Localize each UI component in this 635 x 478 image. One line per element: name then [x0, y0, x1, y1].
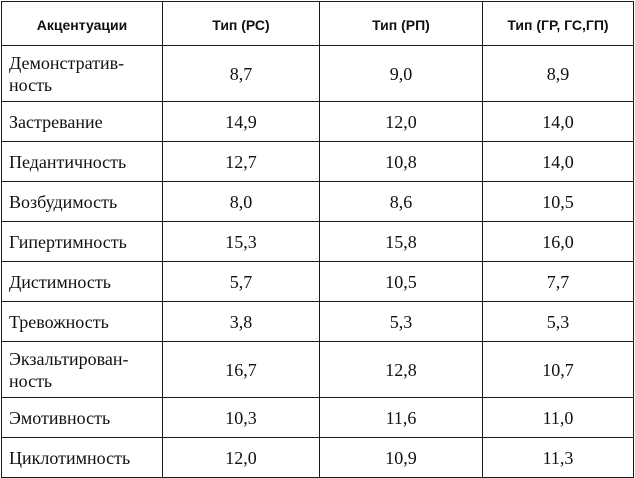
value-rp: 5,3 — [319, 301, 483, 342]
value-rs: 14,9 — [162, 101, 320, 142]
accentuation-name: Педантичность — [1, 141, 163, 182]
value-rs: 8,7 — [162, 45, 320, 102]
header-type-rp: Тип (РП) — [319, 1, 483, 46]
value-gr-gs-gp: 11,3 — [482, 437, 634, 478]
value-gr-gs-gp: 11,0 — [482, 397, 634, 438]
table-row: Экзальтирован-ность 16,7 12,8 10,7 — [1, 341, 634, 398]
table-row: Циклотимность 12,0 10,9 11,3 — [1, 437, 634, 478]
table-row: Гипертимность 15,3 15,8 16,0 — [1, 221, 634, 262]
value-gr-gs-gp: 8,9 — [482, 45, 634, 102]
accentuation-name: Дистимность — [1, 261, 163, 302]
table-row: Дистимность 5,7 10,5 7,7 — [1, 261, 634, 302]
accentuation-name: Эмотивность — [1, 397, 163, 438]
value-rp: 9,0 — [319, 45, 483, 102]
value-rs: 12,0 — [162, 437, 320, 478]
name-line: ность — [9, 370, 53, 391]
table-row: Эмотивность 10,3 11,6 11,0 — [1, 397, 634, 438]
table-row: Демонстратив-ность 8,7 9,0 8,9 — [1, 45, 634, 102]
table-row: Застревание 14,9 12,0 14,0 — [1, 101, 634, 142]
header-type-rs: Тип (РС) — [162, 1, 320, 46]
table-row: Педантичность 12,7 10,8 14,0 — [1, 141, 634, 182]
value-rs: 3,8 — [162, 301, 320, 342]
value-gr-gs-gp: 5,3 — [482, 301, 634, 342]
value-gr-gs-gp: 16,0 — [482, 221, 634, 262]
header-type-gr-gs-gp: Тип (ГР, ГС,ГП) — [482, 1, 634, 46]
accentuation-name: Застревание — [1, 101, 163, 142]
value-rp: 12,0 — [319, 101, 483, 142]
value-gr-gs-gp: 10,5 — [482, 181, 634, 222]
table-header-row: Акцентуации Тип (РС) Тип (РП) Тип (ГР, Г… — [1, 1, 634, 46]
table-row: Возбудимость 8,0 8,6 10,5 — [1, 181, 634, 222]
accentuation-name: Демонстратив-ность — [1, 45, 163, 102]
value-rs: 10,3 — [162, 397, 320, 438]
value-rs: 8,0 — [162, 181, 320, 222]
value-gr-gs-gp: 7,7 — [482, 261, 634, 302]
value-rs: 15,3 — [162, 221, 320, 262]
value-rp: 8,6 — [319, 181, 483, 222]
name-line: Экзальтирован- — [9, 348, 129, 369]
table-row: Тревожность 3,8 5,3 5,3 — [1, 301, 634, 342]
value-rs: 16,7 — [162, 341, 320, 398]
name-line: ность — [9, 74, 53, 95]
value-rp: 10,9 — [319, 437, 483, 478]
accentuation-name: Экзальтирован-ность — [1, 341, 163, 398]
value-rp: 10,8 — [319, 141, 483, 182]
accentuation-name: Тревожность — [1, 301, 163, 342]
value-rs: 12,7 — [162, 141, 320, 182]
value-rp: 12,8 — [319, 341, 483, 398]
accentuation-name: Гипертимность — [1, 221, 163, 262]
accentuation-name: Циклотимность — [1, 437, 163, 478]
value-gr-gs-gp: 10,7 — [482, 341, 634, 398]
value-gr-gs-gp: 14,0 — [482, 101, 634, 142]
value-rp: 15,8 — [319, 221, 483, 262]
header-accentuation: Акцентуации — [1, 1, 163, 46]
accentuation-name: Возбудимость — [1, 181, 163, 222]
value-gr-gs-gp: 14,0 — [482, 141, 634, 182]
value-rp: 11,6 — [319, 397, 483, 438]
value-rp: 10,5 — [319, 261, 483, 302]
value-rs: 5,7 — [162, 261, 320, 302]
name-line: Демонстратив- — [9, 52, 125, 73]
